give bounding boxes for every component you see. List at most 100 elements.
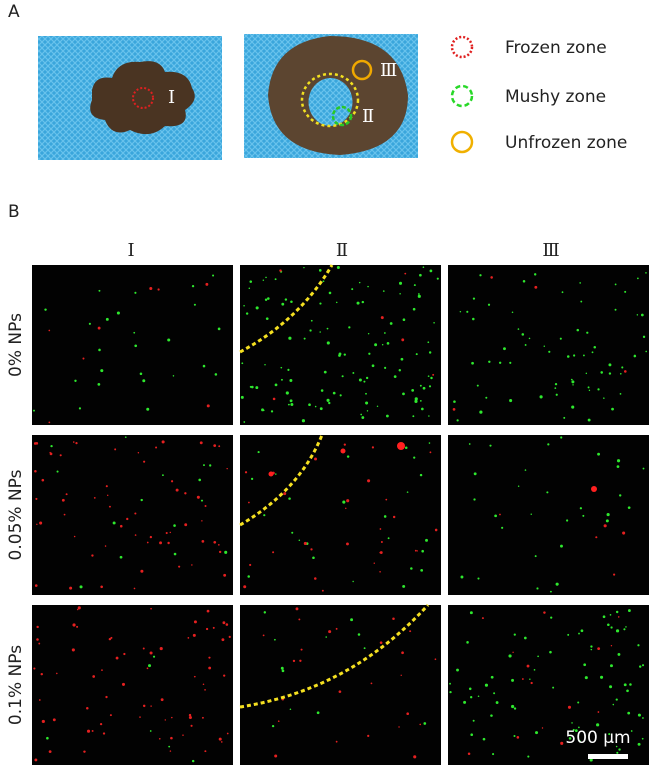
- cell: [309, 329, 312, 332]
- cell: [184, 492, 187, 495]
- cell: [86, 729, 91, 733]
- row-label: 0% NPs: [6, 313, 26, 377]
- cell: [610, 645, 613, 647]
- boundary: [239, 264, 334, 354]
- cell: [274, 638, 276, 641]
- cell: [173, 552, 177, 556]
- cell: [423, 722, 427, 725]
- cell: [36, 638, 39, 641]
- cell: [142, 647, 145, 650]
- cell: [488, 360, 491, 364]
- cell: [521, 333, 525, 336]
- cell: [209, 464, 212, 467]
- cell: [417, 294, 421, 298]
- cell: [149, 535, 153, 539]
- cell: [427, 375, 430, 378]
- zone-mark: Ⅲ: [380, 60, 397, 81]
- cell: [471, 361, 474, 365]
- cell: [110, 636, 113, 639]
- cell: [385, 498, 388, 501]
- cell: [527, 755, 530, 758]
- cell: [499, 513, 501, 516]
- cell: [48, 329, 51, 332]
- cell: [524, 344, 527, 346]
- cell: [422, 266, 425, 269]
- cell: [265, 317, 269, 321]
- cell: [615, 610, 619, 614]
- cell: [323, 370, 327, 374]
- cell: [509, 361, 512, 364]
- cell: [35, 442, 39, 445]
- cell: [34, 584, 38, 587]
- cell: [361, 416, 365, 419]
- cell: [159, 541, 162, 545]
- cell: [476, 384, 479, 387]
- cell: [374, 343, 378, 347]
- cell: [155, 446, 158, 449]
- cell: [298, 539, 301, 542]
- cell: [351, 288, 354, 291]
- cell: [539, 395, 543, 399]
- cell: [602, 615, 606, 619]
- cell: [577, 701, 580, 704]
- cell: [310, 319, 313, 322]
- cell: [516, 735, 520, 739]
- cell: [56, 470, 59, 473]
- cell: [191, 285, 195, 288]
- cell: [597, 711, 600, 713]
- cell: [352, 580, 354, 583]
- cell: [379, 551, 383, 554]
- cell: [561, 291, 564, 294]
- cell: [363, 380, 366, 383]
- cell: [463, 700, 467, 704]
- cell: [397, 442, 405, 450]
- cell: [429, 269, 433, 273]
- legend-label: Unfrozen zone: [505, 133, 627, 153]
- cell: [226, 467, 228, 470]
- cell: [414, 397, 418, 401]
- cell: [521, 678, 524, 680]
- cell: [625, 626, 627, 628]
- cell: [389, 322, 393, 325]
- cell: [319, 302, 322, 305]
- cell: [623, 683, 627, 687]
- cell: [600, 675, 604, 679]
- cell: [481, 617, 484, 620]
- cell: [380, 316, 384, 320]
- cell: [79, 585, 83, 589]
- cell: [611, 407, 614, 411]
- cell: [607, 623, 610, 627]
- cell: [609, 664, 613, 668]
- cell: [468, 687, 472, 691]
- cell: [636, 314, 639, 316]
- cell: [162, 474, 164, 477]
- boundary: [300, 72, 360, 128]
- micrograph: [448, 265, 649, 425]
- cell: [205, 282, 209, 286]
- cell: [345, 507, 347, 510]
- cell: [565, 519, 569, 522]
- cell: [373, 562, 375, 564]
- cell: [298, 618, 301, 621]
- cell: [579, 507, 583, 510]
- cell: [524, 469, 527, 471]
- cell: [159, 647, 163, 651]
- cell: [401, 651, 404, 655]
- cell: [126, 517, 129, 521]
- cell: [314, 405, 317, 408]
- cell: [493, 692, 496, 695]
- cell: [586, 331, 589, 334]
- cell: [365, 376, 369, 380]
- cell: [356, 301, 360, 305]
- micrograph: [448, 605, 649, 765]
- cell: [33, 667, 36, 670]
- cell: [83, 750, 86, 753]
- cell: [291, 531, 294, 534]
- cell: [627, 711, 631, 715]
- cell: [547, 443, 550, 446]
- cell: [433, 322, 435, 324]
- cell: [312, 556, 315, 560]
- cell: [409, 630, 412, 633]
- cell: [326, 341, 330, 345]
- cell: [169, 531, 172, 534]
